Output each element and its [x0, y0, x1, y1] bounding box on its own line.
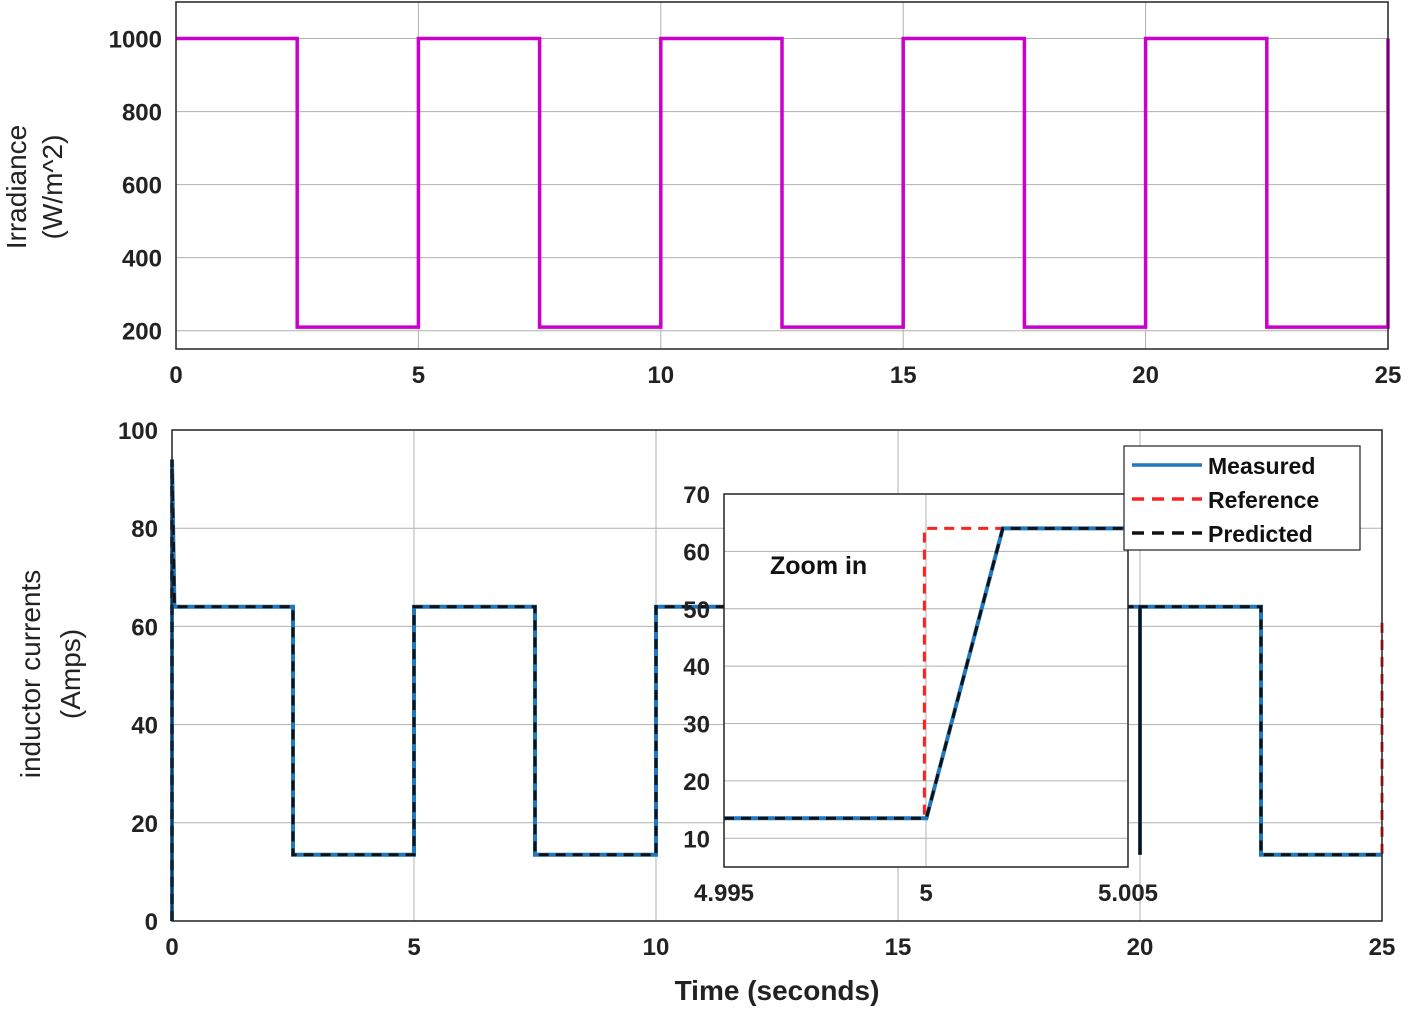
irradiance-ylabel-line2: (W/m^2): [37, 135, 68, 240]
bottom-xtick-label: 10: [643, 934, 670, 961]
top-ytick-label: 1000: [109, 27, 162, 54]
inset-ytick-label: 30: [683, 712, 710, 739]
inset-xtick-label: 5.005: [1098, 880, 1158, 907]
current-tick-labels: 0 5 10 15 20 25 0 20 40 60 80 100: [118, 418, 1395, 961]
irradiance-ylabel-line1: Irradiance: [1, 125, 32, 250]
bottom-ytick-label: 100: [118, 418, 158, 445]
bottom-xtick-label: 0: [165, 934, 178, 961]
legend-predicted-label: Predicted: [1208, 521, 1313, 547]
inset-xtick-label: 4.995: [694, 880, 754, 907]
irradiance-panel: 0 5 10 15 20 25 200 400 600 800 1000 Irradiance (W…: [1, 1, 1402, 389]
bottom-predicted-line: [170, 459, 1382, 921]
top-ytick-label: 800: [122, 100, 162, 127]
current-series: [170, 459, 1384, 921]
inset-axes-frame: [723, 493, 1129, 868]
inset-ytick-label: 50: [683, 597, 710, 624]
legend-reference-label: Reference: [1208, 487, 1319, 513]
irradiance-axes-frame: [175, 1, 1389, 350]
top-xtick-label: 20: [1132, 362, 1159, 389]
inset-ytick-label: 70: [683, 482, 710, 509]
inset-ytick-label: 20: [683, 769, 710, 796]
current-xlabel: Time (seconds): [675, 975, 880, 1006]
top-irradiance-line: [176, 36, 1390, 329]
top-xtick-label: 10: [647, 362, 674, 389]
top-xtick-label: 25: [1375, 362, 1402, 389]
current-ylabel-line1: inductor currents: [15, 570, 46, 779]
current-ylabel-line2: (Amps): [55, 629, 86, 719]
bottom-ytick-label: 80: [131, 516, 158, 543]
irradiance-tick-labels: 0 5 10 15 20 25 200 400 600 800 1000: [109, 27, 1402, 389]
inset-ytick-label: 40: [683, 654, 710, 681]
bottom-xtick-label: 5: [407, 934, 420, 961]
bottom-xtick-label: 25: [1369, 934, 1396, 961]
top-xtick-label: 5: [412, 362, 425, 389]
bottom-ytick-label: 40: [131, 713, 158, 740]
bottom-xtick-label: 15: [885, 934, 912, 961]
inset-reference-line: [724, 526, 1128, 820]
inset-ytick-label: 60: [683, 539, 710, 566]
irradiance-series: [176, 36, 1390, 329]
top-ytick-label: 400: [122, 246, 162, 273]
current-axes-frame: [171, 429, 1383, 922]
inset-tick-labels: 4.995 5 5.005 10 20 30 40 50 60 70: [683, 482, 1158, 907]
inset-series: [724, 526, 1128, 821]
bottom-ytick-label: 0: [145, 909, 158, 936]
inset-ytick-label: 10: [683, 826, 710, 853]
top-xtick-label: 15: [890, 362, 917, 389]
inset-xtick-label: 5: [919, 880, 932, 907]
top-ytick-label: 600: [122, 173, 162, 200]
top-ytick-label: 200: [122, 319, 162, 346]
bottom-ytick-label: 20: [131, 811, 158, 838]
zoom-inset: 4.995 5 5.005 10 20 30 40 50 60 70 Zoom in: [683, 482, 1158, 907]
legend: Measured Reference Predicted: [1123, 445, 1361, 551]
zoom-in-annotation: Zoom in: [770, 552, 867, 580]
inset-predicted-line: [724, 526, 1128, 820]
bottom-ytick-label: 60: [131, 614, 158, 641]
legend-measured-label: Measured: [1208, 453, 1315, 479]
top-xtick-label: 0: [169, 362, 182, 389]
bottom-xtick-label: 20: [1127, 934, 1154, 961]
